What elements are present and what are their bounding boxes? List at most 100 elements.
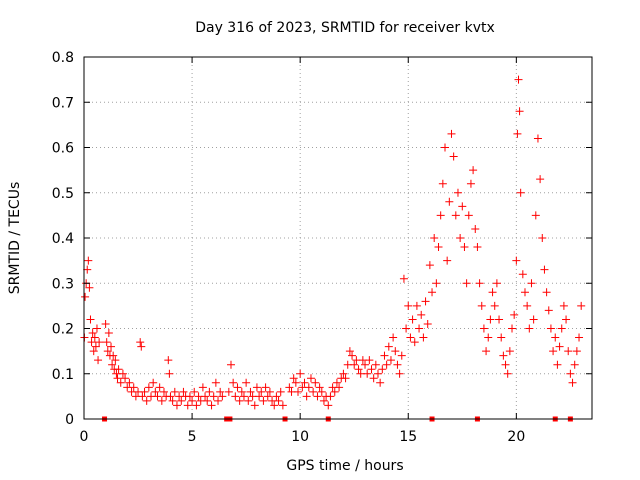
- data-point: [350, 360, 359, 369]
- data-point: [371, 360, 380, 369]
- data-point: [102, 338, 111, 347]
- data-point: [570, 360, 579, 369]
- data-point: [285, 383, 294, 392]
- data-point: [183, 401, 192, 410]
- data-point: [214, 396, 223, 405]
- data-point: [553, 360, 562, 369]
- data-point: [255, 392, 264, 401]
- data-point: [503, 369, 512, 378]
- data-point: [250, 401, 259, 410]
- data-point: [319, 396, 328, 405]
- data-point: [226, 360, 235, 369]
- data-point: [229, 378, 238, 387]
- data-point: [113, 374, 122, 383]
- data-point: [482, 347, 491, 356]
- data-point: [129, 383, 138, 392]
- data-point: [499, 351, 508, 360]
- data-point: [505, 347, 514, 356]
- data-point: [540, 265, 549, 274]
- data-point: [103, 347, 112, 356]
- data-point: [373, 369, 382, 378]
- data-point: [296, 369, 305, 378]
- data-point: [108, 360, 117, 369]
- data-point: [397, 351, 406, 360]
- data-point: [531, 211, 540, 220]
- data-point: [410, 338, 419, 347]
- data-point: [190, 387, 199, 396]
- data-point: [488, 288, 497, 297]
- data-point: [116, 378, 125, 387]
- data-point: [211, 378, 220, 387]
- data-point: [395, 369, 404, 378]
- data-point: [218, 392, 227, 401]
- data-point: [179, 387, 188, 396]
- data-point: [533, 134, 542, 143]
- data-point: [185, 392, 194, 401]
- data-point: [497, 333, 506, 342]
- data-point: [188, 396, 197, 405]
- data-point: [566, 369, 575, 378]
- y-tick-label: 0: [65, 412, 74, 428]
- data-point: [324, 401, 333, 410]
- data-point: [159, 387, 168, 396]
- data-point: [354, 365, 363, 374]
- data-point: [107, 342, 116, 351]
- data-point: [365, 356, 374, 365]
- data-point: [479, 324, 488, 333]
- data-point: [114, 365, 123, 374]
- y-tick-label: 0.3: [52, 276, 74, 292]
- data-point: [462, 279, 471, 288]
- data-point: [138, 392, 147, 401]
- data-point: [235, 396, 244, 405]
- data-point: [512, 256, 521, 265]
- data-point: [274, 396, 283, 405]
- data-point: [417, 310, 426, 319]
- data-point: [157, 396, 166, 405]
- data-point: [449, 152, 458, 161]
- data-point: [564, 347, 573, 356]
- data-point: [501, 360, 510, 369]
- data-point: [486, 315, 495, 324]
- data-point: [101, 319, 110, 328]
- data-point: [252, 383, 261, 392]
- data-point: [520, 288, 529, 297]
- data-point: [83, 265, 92, 274]
- data-point: [447, 129, 456, 138]
- data-point: [149, 378, 158, 387]
- y-tick-label: 0.6: [52, 141, 74, 157]
- data-point: [428, 288, 437, 297]
- data-point: [404, 301, 413, 310]
- data-point: [542, 288, 551, 297]
- data-point: [302, 392, 311, 401]
- data-point: [332, 378, 341, 387]
- data-point: [265, 387, 274, 396]
- data-point: [259, 396, 268, 405]
- data-point: [88, 329, 97, 338]
- data-point: [104, 329, 113, 338]
- data-point: [425, 261, 434, 270]
- data-point: [257, 387, 266, 396]
- data-point: [386, 356, 395, 365]
- data-point: [475, 279, 484, 288]
- data-point: [224, 387, 233, 396]
- data-point: [389, 333, 398, 342]
- data-point: [376, 378, 385, 387]
- data-point: [445, 197, 454, 206]
- data-point: [451, 211, 460, 220]
- data-point: [466, 179, 475, 188]
- data-point: [205, 387, 214, 396]
- data-point: [443, 256, 452, 265]
- data-point: [546, 324, 555, 333]
- data-point: [391, 347, 400, 356]
- data-point: [270, 401, 279, 410]
- data-point: [216, 387, 225, 396]
- data-point: [153, 392, 162, 401]
- data-point: [330, 387, 339, 396]
- data-point: [86, 315, 95, 324]
- data-point: [384, 342, 393, 351]
- data-point: [140, 387, 149, 396]
- data-point: [109, 351, 118, 360]
- data-point: [544, 306, 553, 315]
- data-point: [289, 374, 298, 383]
- data-point: [469, 166, 478, 175]
